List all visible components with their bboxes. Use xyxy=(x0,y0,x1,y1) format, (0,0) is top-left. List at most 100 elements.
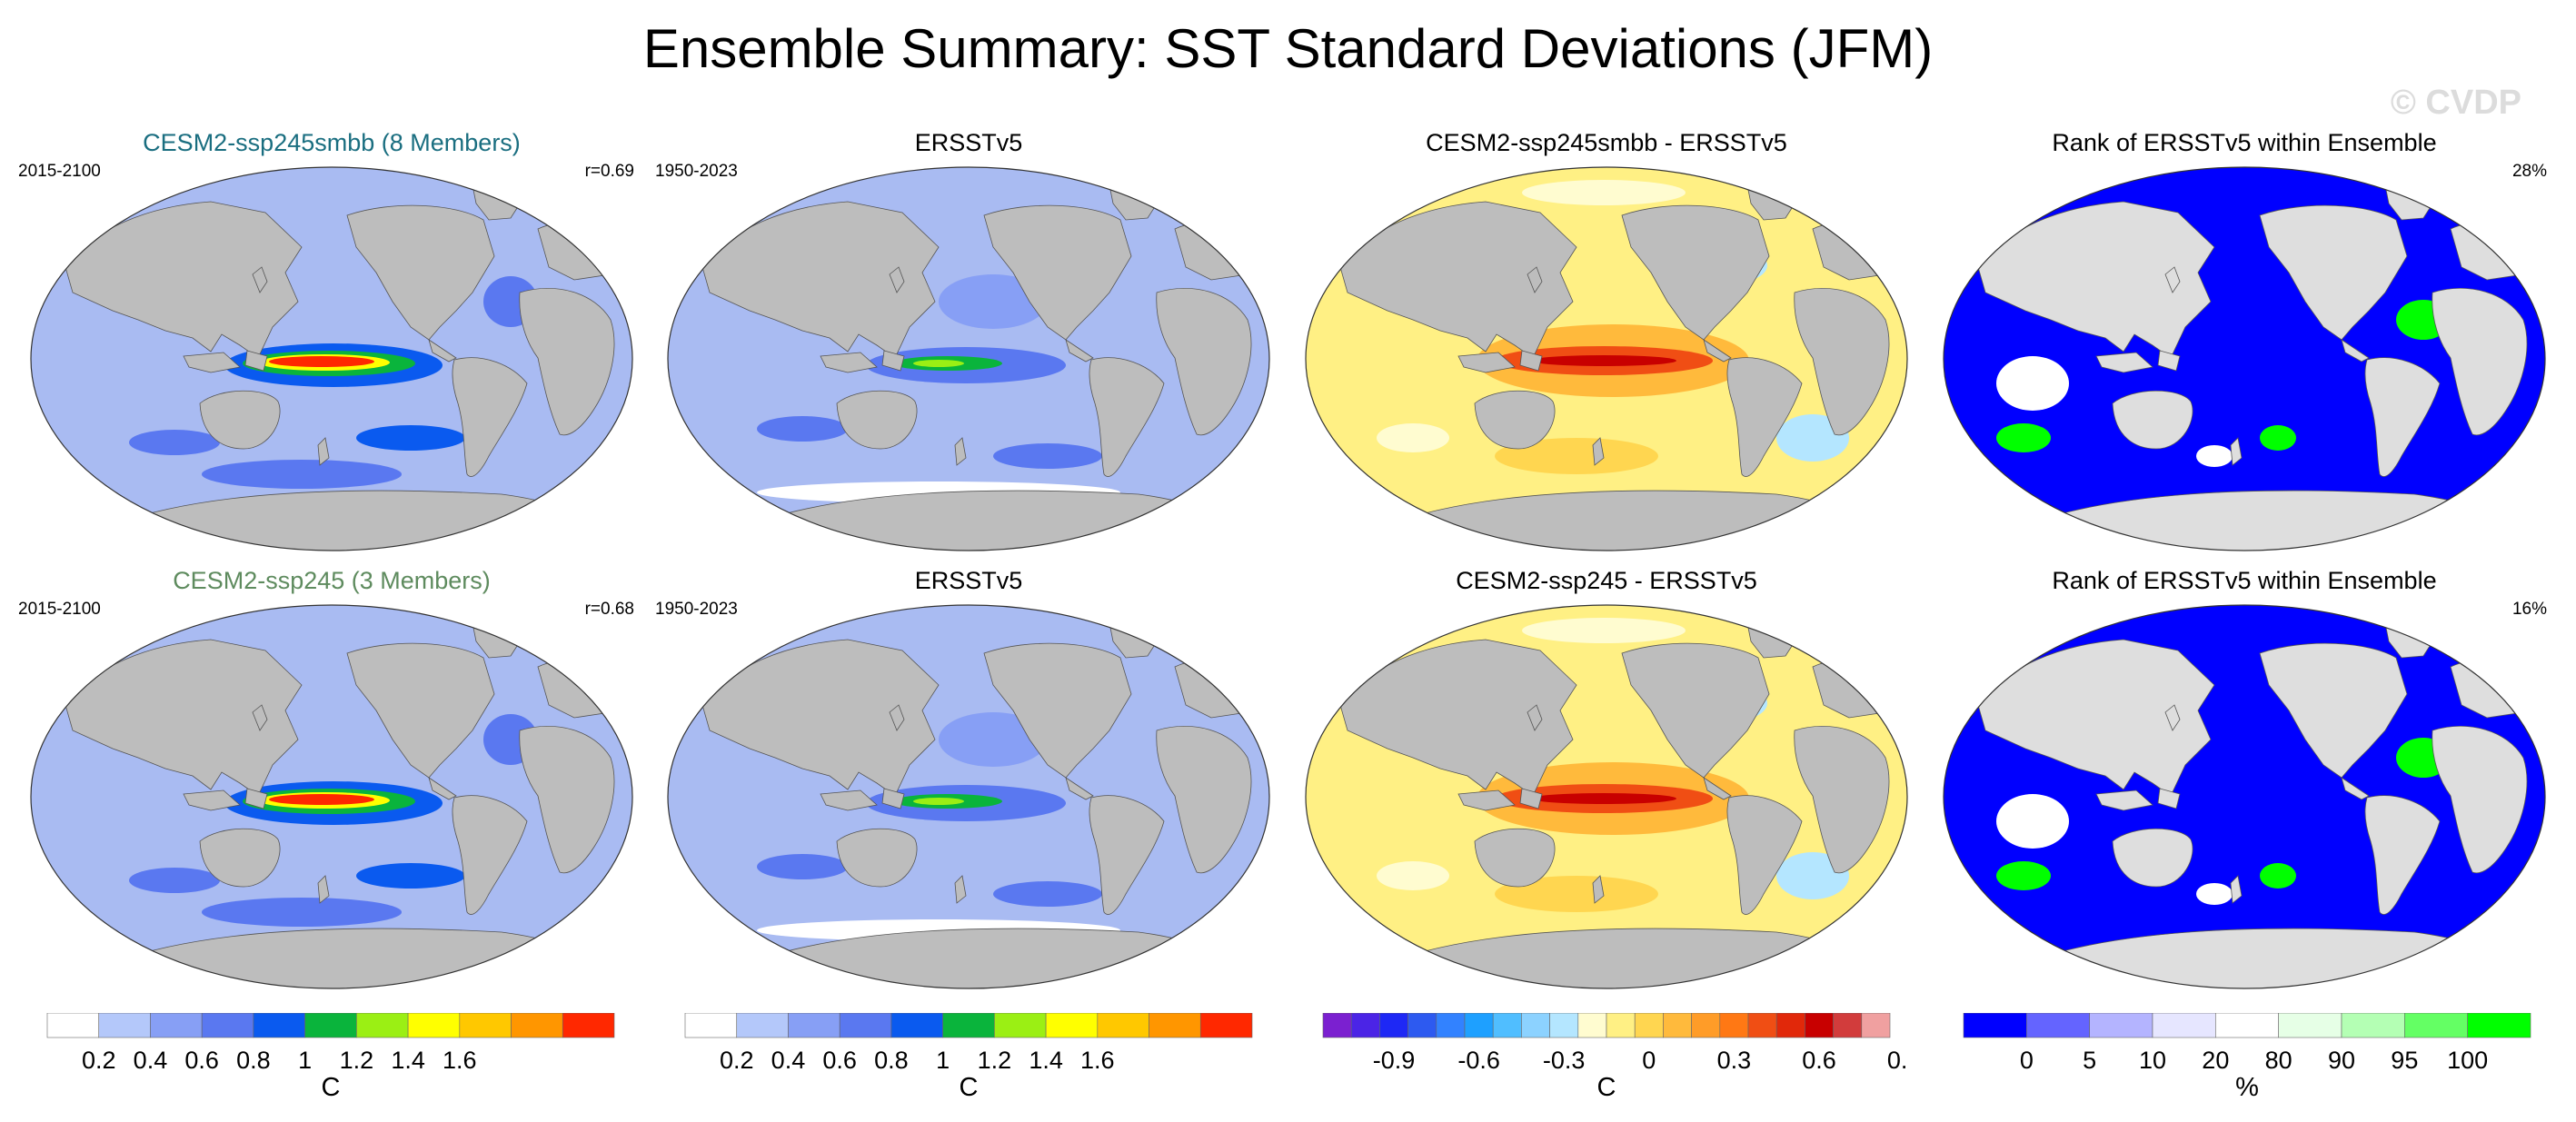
land-mass xyxy=(1519,788,1543,809)
colorbar-swatch xyxy=(459,1013,512,1038)
field-contour xyxy=(202,460,402,489)
land-mass xyxy=(317,437,330,466)
land-mass xyxy=(2364,357,2441,477)
colorbar-swatch xyxy=(942,1013,995,1038)
colorbar-swatch xyxy=(2152,1013,2216,1038)
land-mass xyxy=(1457,352,1516,373)
land-mass xyxy=(2230,875,2243,904)
land-mass xyxy=(889,704,905,731)
land-mass xyxy=(2164,704,2181,731)
colorbar-tick-label: 0.9 xyxy=(1887,1047,1908,1074)
colorbar-swatch xyxy=(1719,1013,1749,1038)
land-mass xyxy=(1519,350,1543,372)
colorbar: 0 5 10 20 80 90 95 100 xyxy=(1963,1013,2531,1074)
field-contour xyxy=(129,868,220,893)
land-mass xyxy=(428,339,457,362)
field-contour xyxy=(2196,445,2233,467)
colorbar-tick-label: 0.6 xyxy=(1802,1047,1836,1074)
colorbar-swatch xyxy=(2278,1013,2342,1038)
colorbar-tick-label: 20 xyxy=(2202,1047,2229,1074)
colorbar-swatch xyxy=(356,1013,409,1038)
field-contour xyxy=(939,712,1048,767)
land-mass xyxy=(889,266,905,293)
colorbar-swatch xyxy=(1045,1013,1099,1038)
land-mass xyxy=(2112,828,2193,888)
land-mass xyxy=(2230,437,2243,466)
field-contour xyxy=(993,881,1102,907)
colorbar-swatch xyxy=(511,1013,563,1038)
colorbar-swatch xyxy=(1861,1013,1891,1038)
land-mass xyxy=(2364,795,2441,915)
land-mass xyxy=(1726,357,1803,477)
land-mass xyxy=(1703,339,1732,362)
field-contour xyxy=(1996,794,2069,849)
colorbar-swatch xyxy=(736,1013,789,1038)
colorbar-tick-label: 90 xyxy=(2328,1047,2355,1074)
land-mass xyxy=(1592,437,1605,466)
field-contour xyxy=(1996,861,2051,890)
colorbar-swatch xyxy=(1747,1013,1777,1038)
land-mass xyxy=(881,788,905,809)
colorbar-swatch xyxy=(839,1013,892,1038)
colorbar-swatch xyxy=(98,1013,151,1038)
field-contour xyxy=(269,794,374,805)
land-mass xyxy=(954,437,967,466)
field-contour xyxy=(2260,425,2296,451)
land-mass xyxy=(2432,726,2528,874)
colorbar-swatch xyxy=(150,1013,203,1038)
panel-title: Rank of ERSSTv5 within Ensemble xyxy=(2052,129,2437,156)
field-contour xyxy=(1522,180,1686,205)
colorbar-unit: C xyxy=(1596,1073,1616,1102)
panel-title: CESM2-ssp245 - ERSSTv5 xyxy=(1456,567,1757,594)
obs-map xyxy=(667,604,1270,989)
colorbar-swatch xyxy=(1775,1013,1805,1038)
watermark: © CVDP xyxy=(2390,84,2521,122)
panel-right-label: 16% xyxy=(2511,600,2547,619)
colorbar-swatch xyxy=(1097,1013,1149,1038)
land-mass xyxy=(2259,204,2408,341)
colorbar-swatch xyxy=(1492,1013,1522,1038)
land-mass xyxy=(1474,390,1556,450)
land-mass xyxy=(252,704,268,731)
land-mass xyxy=(244,788,268,809)
field-contour xyxy=(202,898,402,927)
panel-left-label: 1950-2023 xyxy=(655,600,738,619)
model-map xyxy=(30,166,633,551)
panel-left-label: 2015-2100 xyxy=(18,162,101,181)
colorbar-tick-label: 95 xyxy=(2391,1047,2418,1074)
map-border xyxy=(667,604,1270,989)
colorbar-swatch xyxy=(1199,1013,1253,1038)
land-mass xyxy=(1089,795,1165,915)
field-contour xyxy=(1996,423,2051,452)
colorbar-swatch xyxy=(1691,1013,1721,1038)
panel-left-label: 1950-2023 xyxy=(655,162,738,181)
field-contour xyxy=(1495,438,1658,474)
colorbar-swatch xyxy=(1606,1013,1636,1038)
land-mass xyxy=(519,288,615,436)
panel-title: CESM2-ssp245smbb - ERSSTv5 xyxy=(1426,129,1787,156)
colorbar-swatch xyxy=(1407,1013,1437,1038)
colorbar-tick-label: 80 xyxy=(2265,1047,2293,1074)
rank-map xyxy=(1943,604,2546,989)
colorbar-swatch xyxy=(2404,1013,2468,1038)
colorbar-swatch xyxy=(1436,1013,1466,1038)
colorbar-swatch xyxy=(1805,1013,1834,1038)
land-mass xyxy=(2095,789,2153,811)
colorbar-swatch xyxy=(407,1013,461,1038)
colorbar-unit: % xyxy=(2235,1073,2259,1102)
field-contour xyxy=(939,274,1048,329)
colorbar-tick-label: 0.8 xyxy=(874,1047,909,1074)
land-mass xyxy=(519,726,615,874)
field-contour xyxy=(1531,793,1676,804)
colorbar-tick-label: -0.6 xyxy=(1457,1047,1500,1074)
land-mass xyxy=(2164,266,2181,293)
obs-map xyxy=(667,166,1270,551)
land-mass xyxy=(2259,642,2408,779)
colorbar-tick-label: 100 xyxy=(2447,1047,2488,1074)
colorbar: -0.9 -0.6 -0.3 0 0.3 0.6 0.9 xyxy=(1322,1013,1908,1074)
colorbar-swatch xyxy=(2089,1013,2153,1038)
panel-right-label: r=0.68 xyxy=(584,600,634,619)
panel-title: Rank of ERSSTv5 within Ensemble xyxy=(2052,567,2437,594)
colorbar: 0.2 0.4 0.6 0.8 1 1.2 1.4 1.6 xyxy=(46,1013,615,1074)
colorbar-swatch xyxy=(1149,1013,1201,1038)
